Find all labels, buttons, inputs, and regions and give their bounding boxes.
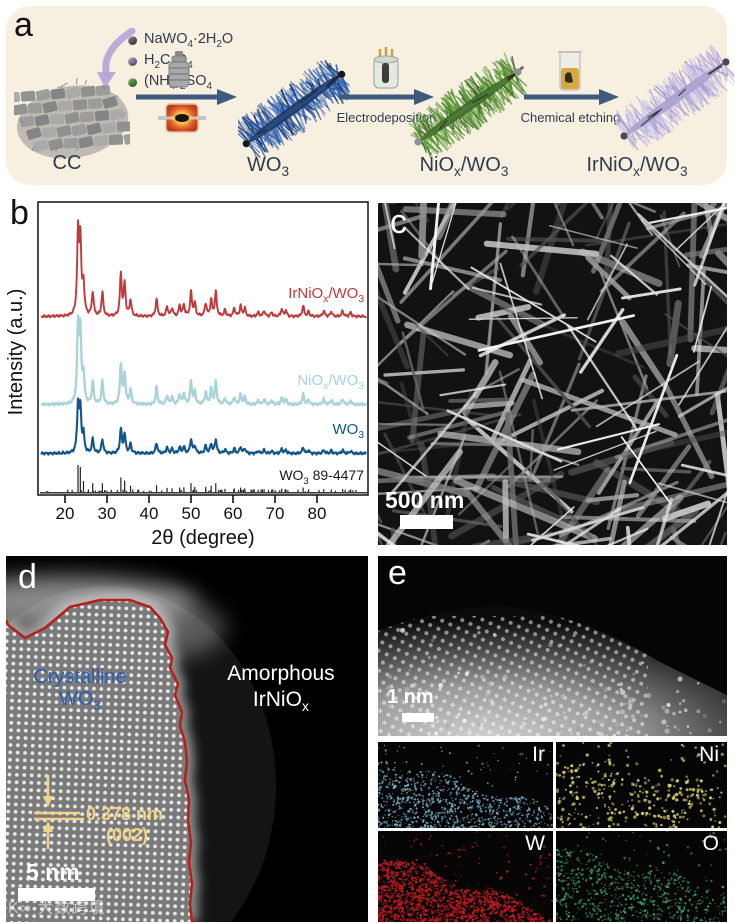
product-label-irniox-wo3: IrNiOx/WO3 — [586, 154, 688, 179]
reagent-bullet — [128, 36, 137, 45]
series-label-niox-wo3: NiOx/WO3 — [297, 372, 364, 392]
reagent-formula: NaWO4·2H2O — [144, 31, 234, 50]
panel-a-scheme: a NaWO4·2H2O H2C2O4 (NH4)2SO4 CC — [6, 6, 734, 185]
d-spacing-value: 0.378 nm — [86, 804, 163, 824]
panel-d-letter: d — [18, 558, 37, 596]
panel-e-letter: e — [388, 554, 407, 592]
scale-bar — [400, 515, 453, 529]
eds-element-label: W — [525, 832, 545, 855]
eds-map-grid: Ir Ni W O — [378, 736, 727, 922]
svg-text:Intensity (a.u.): Intensity (a.u.) — [6, 289, 27, 416]
purple-arrow-icon — [97, 28, 136, 88]
svg-text:2θ (degree): 2θ (degree) — [151, 527, 254, 549]
reagent-bullet — [128, 78, 137, 87]
eds-map-w: W — [378, 831, 553, 922]
irniox-wo3-nanorod-illustration — [616, 44, 734, 151]
scale-bar-label: 5 nm — [26, 859, 80, 885]
svg-text:60: 60 — [224, 504, 243, 523]
step2-label: Electrodeposition — [336, 110, 437, 125]
scale-bar-label: 1 nm — [387, 686, 434, 708]
haadf-image — [378, 556, 727, 736]
panel-b-letter: b — [10, 194, 29, 232]
step-arrow — [136, 89, 237, 105]
phase-boundary-line — [6, 598, 194, 922]
wo3-nanorod-illustration — [238, 59, 350, 159]
step3-label: Chemical etching — [520, 110, 621, 125]
step-arrow — [524, 89, 619, 105]
series-label-wo3: WO3 — [332, 421, 365, 441]
panel-b-xrd-chart: b 20 30 40 50 60 70 80 2θ (degree) Intensity (a.… — [6, 192, 372, 552]
panel-c-letter: c — [390, 203, 407, 241]
svg-text:70: 70 — [266, 504, 285, 523]
eds-element-label: Ir — [532, 743, 545, 766]
reagent-bullet — [128, 57, 137, 66]
reagent-item: NaWO4·2H2O — [128, 30, 233, 51]
niox-wo3-nanorod-illustration — [409, 52, 527, 158]
beaker-icon — [558, 51, 582, 91]
product-label-wo3: WO3 — [247, 154, 289, 179]
xrd-plot: 20 30 40 50 60 70 80 2θ (degree) Intensity (a.u.… — [6, 201, 369, 549]
svg-text:50: 50 — [182, 504, 201, 523]
eds-element-label: O — [702, 832, 719, 855]
watermark: K∞ 大数跨境 — [8, 900, 106, 917]
panel-a-letter: a — [14, 6, 33, 44]
eds-element-label: Ni — [699, 743, 719, 766]
panel-e-haadf-eds: e 1 nm Ir Ni W O — [378, 556, 727, 922]
sem-nanowires — [378, 203, 727, 545]
series-label-irniox-wo3: IrNiOx/WO3 — [288, 285, 364, 305]
eds-map-ir: Ir — [378, 742, 553, 828]
svg-text:20: 20 — [56, 504, 75, 523]
hrtem-lattice: 0.378 nm (002) — [6, 556, 368, 922]
step-arrow — [339, 89, 434, 105]
amorphous-region-label: Amorphous IrNiOx — [227, 662, 335, 716]
substrate-label: CC — [52, 152, 82, 174]
eds-map-o: O — [556, 831, 727, 922]
product-label-niox-wo3: NiOx/WO3 — [419, 154, 509, 179]
eds-map-ni: Ni — [556, 742, 727, 828]
furnace-icon — [158, 103, 206, 133]
d-spacing-annotation: 0.378 nm (002) — [34, 775, 163, 849]
svg-text:80: 80 — [308, 504, 327, 523]
panel-c-sem-image: c 500 nm — [378, 203, 727, 545]
lattice-plane-label: (002) — [106, 825, 148, 845]
carbon-cloth-illustration — [14, 78, 130, 159]
scale-bar-label: 500 nm — [385, 487, 465, 513]
panel-d-hrtem-image: 0.378 nm (002) d Crystalline WO3 Amorpho… — [6, 556, 368, 922]
scale-bar — [402, 713, 434, 722]
svg-text:40: 40 — [140, 504, 159, 523]
scale-bar — [18, 888, 95, 901]
reference-pattern-label: WO3 89-4477 — [279, 467, 364, 487]
electrochemical-cell-icon — [373, 47, 399, 89]
svg-text:30: 30 — [98, 504, 117, 523]
autoclave-icon — [168, 51, 190, 88]
crystalline-region-label: Crystalline WO3 — [33, 666, 127, 713]
